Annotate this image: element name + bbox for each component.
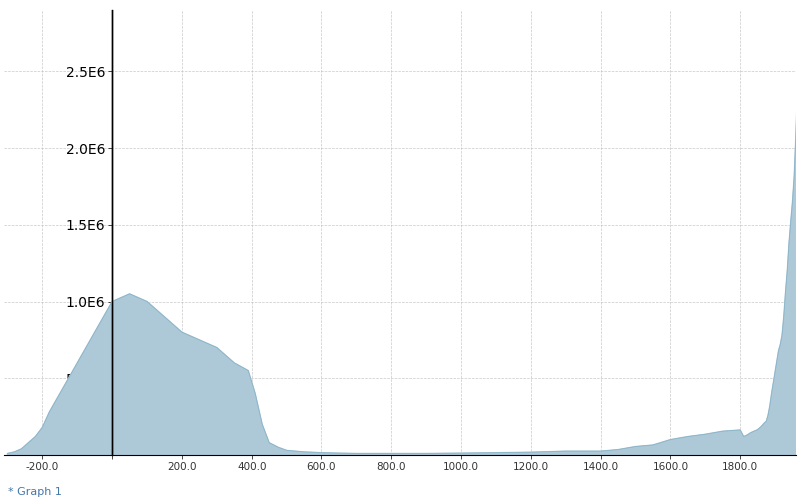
Text: * Graph 1: * Graph 1 <box>8 487 62 497</box>
